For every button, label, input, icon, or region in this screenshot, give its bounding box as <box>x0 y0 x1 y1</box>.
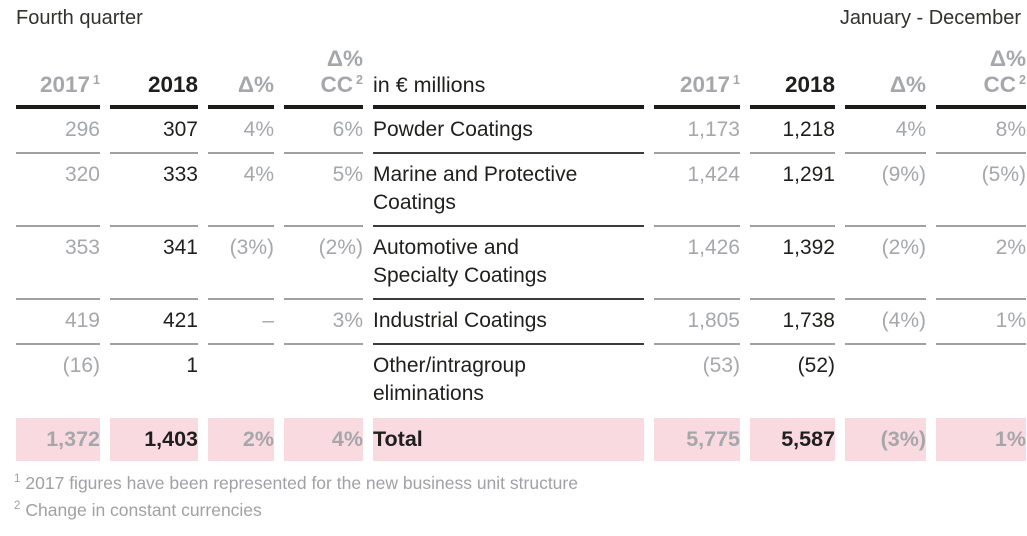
cell-fy-delta-cc: 8% <box>936 109 1026 154</box>
segment-name: Marine and Protective Coatings <box>373 154 644 227</box>
total-q4-2018: 1,403 <box>110 418 198 461</box>
cell-fy-2018: 1,738 <box>750 300 835 345</box>
cell-q4-delta: (3%) <box>208 227 274 300</box>
cell-q4-delta-cc: 6% <box>284 109 363 154</box>
cell-fy-delta <box>845 345 926 418</box>
cell-fy-2018: 1,392 <box>750 227 835 300</box>
cell-q4-delta-cc <box>284 345 363 418</box>
cell-q4-delta-cc: (2%) <box>284 227 363 300</box>
footnote-2-marker: 2 <box>14 500 21 513</box>
cell-fy-2017: 1,424 <box>654 154 740 227</box>
col-header-q4-delta-cc-line1: Δ% <box>326 46 363 71</box>
cell-q4-2017: 419 <box>16 300 100 345</box>
col-header-fy-delta-cc-line1: Δ% <box>989 46 1026 71</box>
table-row: 296 307 4% 6% Powder Coatings 1,173 1,21… <box>16 109 1026 154</box>
footnote-2: 2 Change in constant currencies <box>14 497 1027 524</box>
cell-fy-2017: 1,426 <box>654 227 740 300</box>
cell-fy-2018: 1,291 <box>750 154 835 227</box>
table-row: 419 421 – 3% Industrial Coatings 1,805 1… <box>16 300 1026 345</box>
cell-fy-2018: 1,218 <box>750 109 835 154</box>
footnote-2-text: Change in constant currencies <box>25 500 262 520</box>
col-header-fy-cc-label: CC <box>983 72 1017 97</box>
footnote-marker-2: 2 <box>356 72 363 87</box>
col-header-q4-2017: 2017 1 <box>16 72 100 109</box>
table-row: 353 341 (3%) (2%) Automotive and Special… <box>16 227 1026 300</box>
cell-q4-delta-cc: 5% <box>284 154 363 227</box>
total-fy-2017: 5,775 <box>654 418 740 461</box>
cell-fy-delta: (4%) <box>845 300 926 345</box>
total-fy-delta-cc: 1% <box>936 418 1026 461</box>
cell-fy-2017: (53) <box>702 354 740 377</box>
cell-q4-2017: 296 <box>16 109 100 154</box>
cell-fy-delta: (9%) <box>845 154 926 227</box>
total-q4-delta: 2% <box>208 418 274 461</box>
cell-fy-delta: 4% <box>845 109 926 154</box>
col-header-fy-delta: Δ% <box>845 72 926 109</box>
col-header-q4-cc-label: CC <box>320 72 354 97</box>
footnotes: 1 2017 figures have been represented for … <box>14 470 1027 524</box>
col-header-q4-2018: 2018 <box>110 72 198 109</box>
cell-q4-2018: 421 <box>110 300 198 345</box>
col-header-unit-label: in € millions <box>373 72 644 109</box>
total-fy-delta: (3%) <box>845 418 926 461</box>
segment-name: Automotive and Specialty Coatings <box>373 227 644 300</box>
total-q4-2017: 1,372 <box>16 418 100 461</box>
table-row: (16) 1 Other/intragroup eliminations (53… <box>16 345 1026 418</box>
cell-q4-2018: 341 <box>110 227 198 300</box>
cell-q4-delta: 4% <box>208 109 274 154</box>
col-header-fy-2017-label: 2017 <box>679 72 731 97</box>
cell-q4-2017: (16) <box>62 354 100 377</box>
col-header-q4-delta: Δ% <box>208 72 274 109</box>
col-header-q4-delta-cc-line2: CC 2 <box>284 72 363 98</box>
cell-q4-2018: 333 <box>110 154 198 227</box>
col-header-fy-2017: 2017 1 <box>654 72 740 109</box>
cell-q4-2017: 353 <box>16 227 100 300</box>
total-q4-delta-cc: 4% <box>284 418 363 461</box>
cell-q4-delta-cc: 3% <box>284 300 363 345</box>
total-fy-2018: 5,587 <box>750 418 835 461</box>
col-header-q4-2017-label: 2017 <box>39 72 91 97</box>
footnote-1: 1 2017 figures have been represented for … <box>14 470 1027 497</box>
total-label: Total <box>373 418 644 461</box>
footnote-marker-1: 1 <box>733 72 740 87</box>
table-row: 320 333 4% 5% Marine and Protective Coat… <box>16 154 1026 227</box>
cell-fy-2018: (52) <box>797 354 835 377</box>
cell-fy-delta-cc: 2% <box>936 227 1026 300</box>
cell-fy-2017: 1,173 <box>654 109 740 154</box>
cell-fy-delta: (2%) <box>845 227 926 300</box>
col-header-fy-2018: 2018 <box>750 72 835 109</box>
segment-name: Other/intragroup eliminations <box>373 354 526 405</box>
footnote-marker-2: 2 <box>1019 72 1026 87</box>
segment-name: Powder Coatings <box>373 109 644 154</box>
segment-name: Industrial Coatings <box>373 300 644 345</box>
cell-fy-delta-cc <box>936 345 1026 418</box>
footnote-1-text: 2017 figures have been represented for t… <box>25 473 578 493</box>
cell-q4-2018: 1 <box>186 354 198 377</box>
col-header-fy-delta-cc: Δ% CC 2 <box>936 46 1026 109</box>
cell-fy-2017: 1,805 <box>654 300 740 345</box>
cell-fy-delta-cc: 1% <box>936 300 1026 345</box>
cell-q4-delta: 4% <box>208 154 274 227</box>
footnote-marker-1: 1 <box>93 72 100 87</box>
total-row: 1,372 1,403 2% 4% Total 5,775 5,587 (3%)… <box>16 418 1026 461</box>
period-left-label: Fourth quarter <box>16 7 143 29</box>
cell-q4-2018: 307 <box>110 109 198 154</box>
cell-q4-delta: – <box>208 300 274 345</box>
table-header-row: 2017 1 2018 Δ% Δ% CC 2 in € millions 2017 1… <box>16 46 1026 109</box>
footnote-1-marker: 1 <box>14 473 21 486</box>
cell-fy-delta-cc: (5%) <box>936 154 1026 227</box>
period-right-label: January - December <box>839 7 1021 29</box>
col-header-fy-delta-cc-line2: CC 2 <box>936 72 1026 98</box>
col-header-q4-delta-cc: Δ% CC 2 <box>284 46 363 109</box>
period-header: Fourth quarter January - December <box>0 0 1027 30</box>
cell-q4-2017: 320 <box>16 154 100 227</box>
cell-q4-delta <box>208 345 274 418</box>
